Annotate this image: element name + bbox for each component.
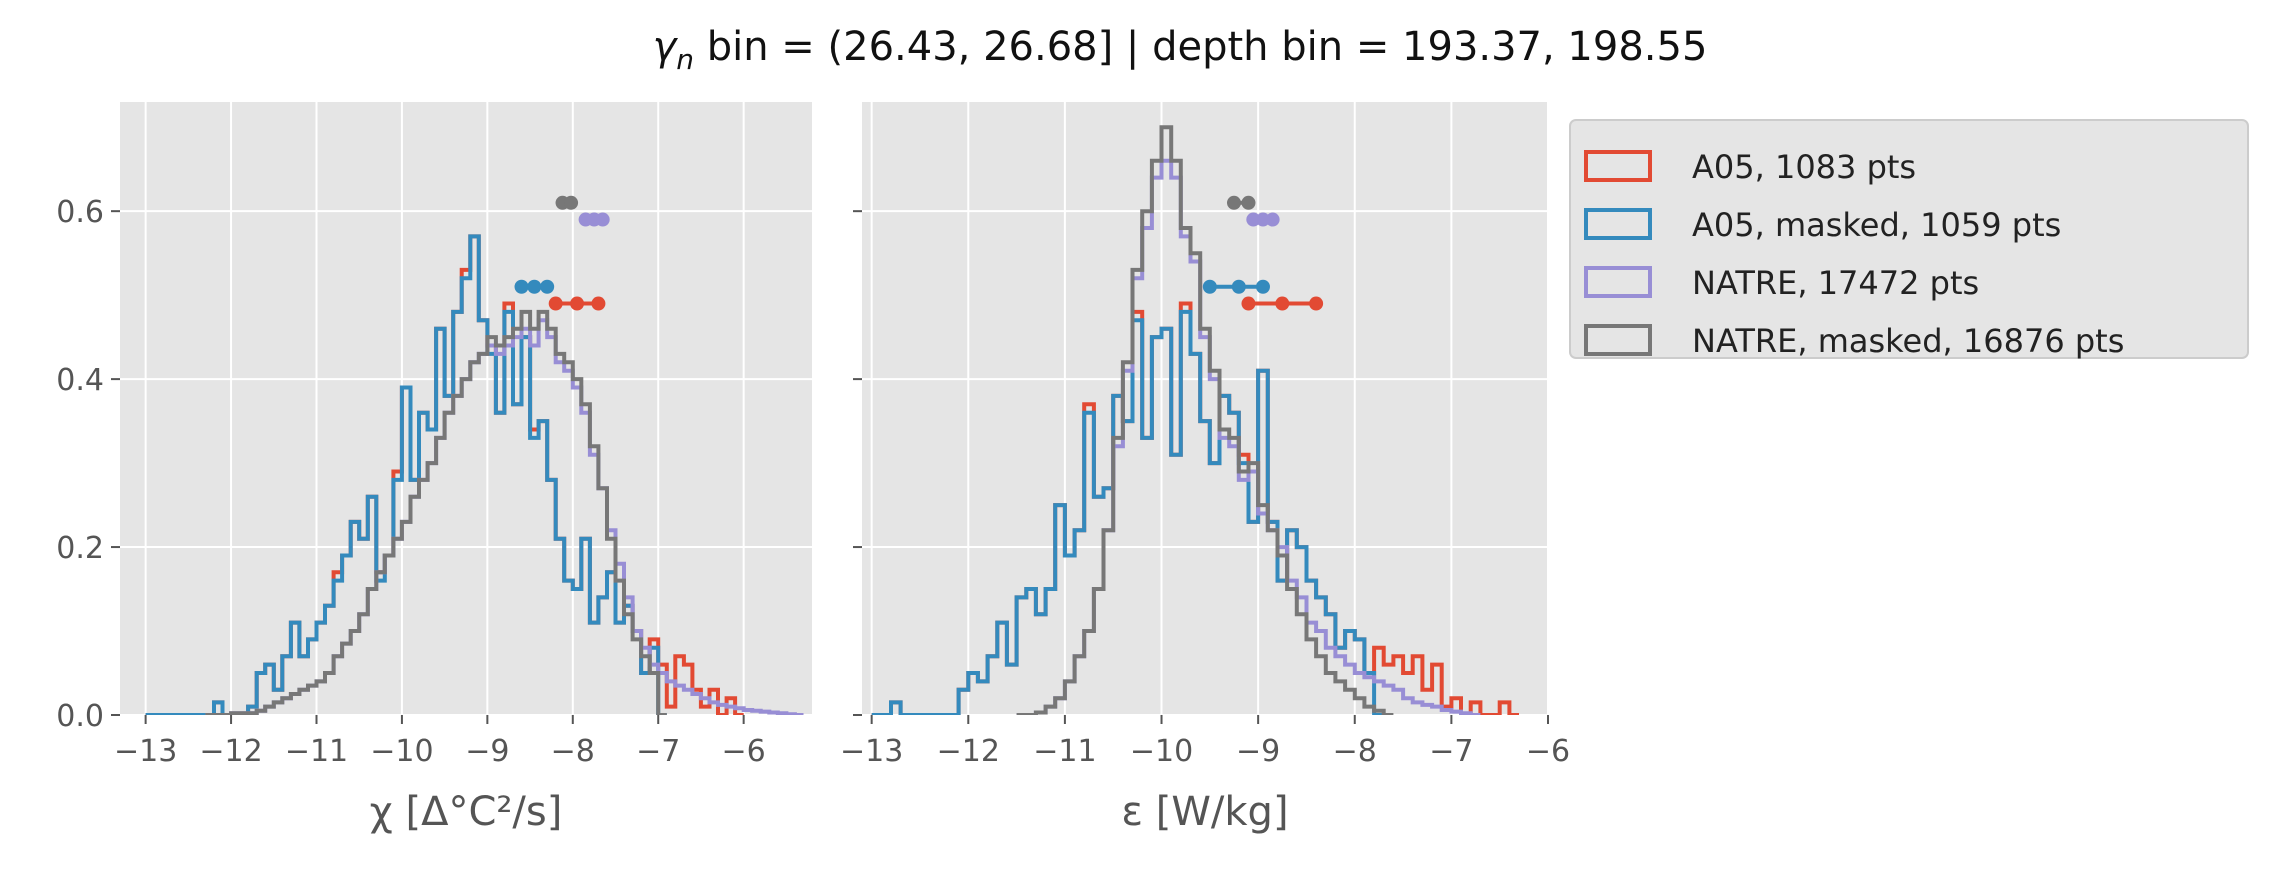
x-tick-label: −10	[1130, 734, 1193, 769]
marker-point	[1275, 296, 1290, 311]
legend-label: NATRE, masked, 16876 pts	[1692, 322, 2124, 360]
title-rest: bin = (26.43, 26.68] | depth bin = 193.3…	[694, 24, 1707, 70]
x-tick-label: −13	[840, 734, 903, 769]
histogram-series-a05-masked	[871, 309, 1384, 715]
x-axis-label: χ [Δ°C²/s]	[370, 789, 563, 835]
y-tick-label: 0.2	[56, 531, 104, 566]
marker-point	[1309, 296, 1324, 311]
plot-area	[120, 102, 812, 715]
marker-point	[514, 279, 529, 294]
x-tick-label: −7	[1429, 734, 1473, 769]
epsilon-histogram-panel: −13 −12 −11 −10 −9 −8 −7 −6 ε [W/kg]	[840, 102, 1570, 835]
marker-point	[527, 279, 542, 294]
x-tick-label: −8	[551, 734, 595, 769]
x-tick-label: −11	[1033, 734, 1096, 769]
marker-point	[570, 296, 585, 311]
x-tick-label: −13	[114, 734, 177, 769]
legend-swatch	[1584, 150, 1652, 182]
plot-area	[862, 102, 1548, 715]
x-tick-label: −7	[636, 734, 680, 769]
figure-title: γn bin = (26.43, 26.68] | depth bin = 19…	[653, 24, 1708, 76]
marker-point	[1231, 279, 1246, 294]
marker-point	[1265, 212, 1280, 227]
marker-point	[1246, 212, 1261, 227]
series-layer	[871, 125, 1519, 715]
legend-swatch	[1584, 208, 1652, 240]
legend-swatch	[1584, 266, 1652, 298]
marker-point	[548, 296, 563, 311]
title-gamma-subscript: n	[676, 43, 694, 76]
legend: A05, 1083 pts A05, masked, 1059 pts NATRE,…	[1569, 119, 2249, 360]
marker-point	[1255, 279, 1270, 294]
marker-point	[1226, 195, 1241, 210]
marker-point	[564, 195, 579, 210]
legend-frame	[1569, 119, 2249, 359]
marker-point	[1241, 195, 1256, 210]
marker-point	[1241, 296, 1256, 311]
y-tick-label: 0.4	[56, 363, 104, 398]
y-tick-label: 0.6	[56, 195, 104, 230]
x-tick-label: −9	[465, 734, 509, 769]
legend-label: NATRE, 17472 pts	[1692, 264, 1979, 302]
legend-swatch	[1584, 324, 1652, 356]
marker-point	[540, 279, 555, 294]
marker-point	[1202, 279, 1217, 294]
histogram-series-natre-masked	[1016, 125, 1394, 715]
chi-histogram-panel: −13 −12 −11 −10 −9 −8 −7 −6 0.0 0.2 0.4 0.6 χ [Δ°C²/…	[56, 102, 812, 835]
x-axis-label: ε [W/kg]	[1121, 789, 1288, 835]
x-tick-label: −12	[937, 734, 1000, 769]
x-tick-label: −12	[199, 734, 262, 769]
x-tick-label: −11	[285, 734, 348, 769]
series-layer	[145, 195, 804, 715]
marker-point	[591, 296, 606, 311]
y-tick-label: 0.0	[56, 699, 104, 734]
marker-point	[1255, 212, 1270, 227]
histogram-series-a05-masked	[145, 234, 667, 715]
x-tick-label: −10	[370, 734, 433, 769]
histogram-series-natre-masked	[205, 309, 667, 715]
x-tick-label: −8	[1333, 734, 1377, 769]
legend-label: A05, 1083 pts	[1692, 148, 1916, 186]
x-tick-label: −6	[722, 734, 766, 769]
marker-point	[595, 212, 610, 227]
title-gamma-symbol: γ	[653, 24, 679, 70]
x-tick-label: −6	[1526, 734, 1570, 769]
x-tick-label: −9	[1236, 734, 1280, 769]
legend-label: A05, masked, 1059 pts	[1692, 206, 2061, 244]
